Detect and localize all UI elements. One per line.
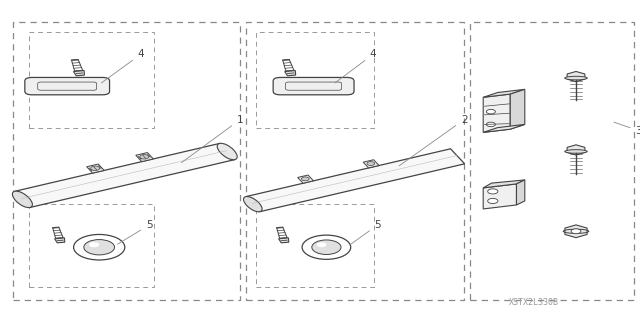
Bar: [256, 32, 374, 128]
Polygon shape: [74, 70, 84, 76]
Polygon shape: [483, 180, 525, 188]
Circle shape: [301, 177, 309, 181]
Circle shape: [367, 162, 374, 166]
Circle shape: [89, 242, 99, 247]
Polygon shape: [285, 70, 296, 76]
Circle shape: [74, 234, 125, 260]
Polygon shape: [483, 89, 525, 97]
Bar: [470, 22, 634, 300]
Ellipse shape: [564, 76, 588, 80]
Bar: [256, 204, 374, 287]
Circle shape: [91, 166, 100, 171]
Circle shape: [84, 240, 115, 255]
Bar: [13, 22, 240, 300]
Text: 1: 1: [182, 115, 243, 163]
Ellipse shape: [243, 197, 262, 212]
Polygon shape: [54, 238, 65, 243]
Circle shape: [317, 242, 326, 247]
Polygon shape: [246, 149, 465, 212]
Polygon shape: [363, 160, 379, 168]
Circle shape: [486, 109, 495, 114]
Circle shape: [571, 229, 581, 234]
Polygon shape: [283, 59, 294, 71]
Text: 5: 5: [118, 220, 152, 244]
FancyBboxPatch shape: [25, 78, 109, 95]
Polygon shape: [567, 71, 585, 82]
Polygon shape: [136, 152, 154, 162]
FancyBboxPatch shape: [273, 78, 354, 95]
Circle shape: [486, 122, 495, 127]
Ellipse shape: [12, 191, 33, 208]
Polygon shape: [510, 89, 525, 129]
Polygon shape: [86, 164, 104, 173]
Ellipse shape: [217, 143, 237, 160]
Circle shape: [488, 189, 498, 194]
Polygon shape: [52, 227, 63, 239]
Polygon shape: [15, 144, 235, 207]
Circle shape: [488, 198, 498, 204]
Polygon shape: [276, 227, 287, 239]
Polygon shape: [483, 94, 510, 132]
Bar: [29, 204, 154, 287]
Text: XSTX2L330B: XSTX2L330B: [509, 298, 559, 307]
Circle shape: [302, 235, 351, 259]
Circle shape: [140, 155, 148, 159]
Ellipse shape: [564, 150, 588, 153]
Text: 4: 4: [335, 49, 376, 83]
Text: 3: 3: [614, 122, 640, 136]
Polygon shape: [565, 225, 587, 238]
Circle shape: [312, 240, 341, 255]
Polygon shape: [567, 145, 585, 155]
Polygon shape: [483, 184, 516, 209]
Text: 2: 2: [399, 115, 467, 166]
Polygon shape: [298, 175, 314, 183]
Polygon shape: [516, 180, 525, 205]
Polygon shape: [483, 124, 525, 132]
Bar: [246, 22, 464, 300]
Text: 4: 4: [102, 49, 144, 83]
Polygon shape: [72, 59, 83, 71]
Text: 5: 5: [351, 220, 381, 244]
Bar: [29, 32, 154, 128]
Polygon shape: [278, 238, 289, 243]
